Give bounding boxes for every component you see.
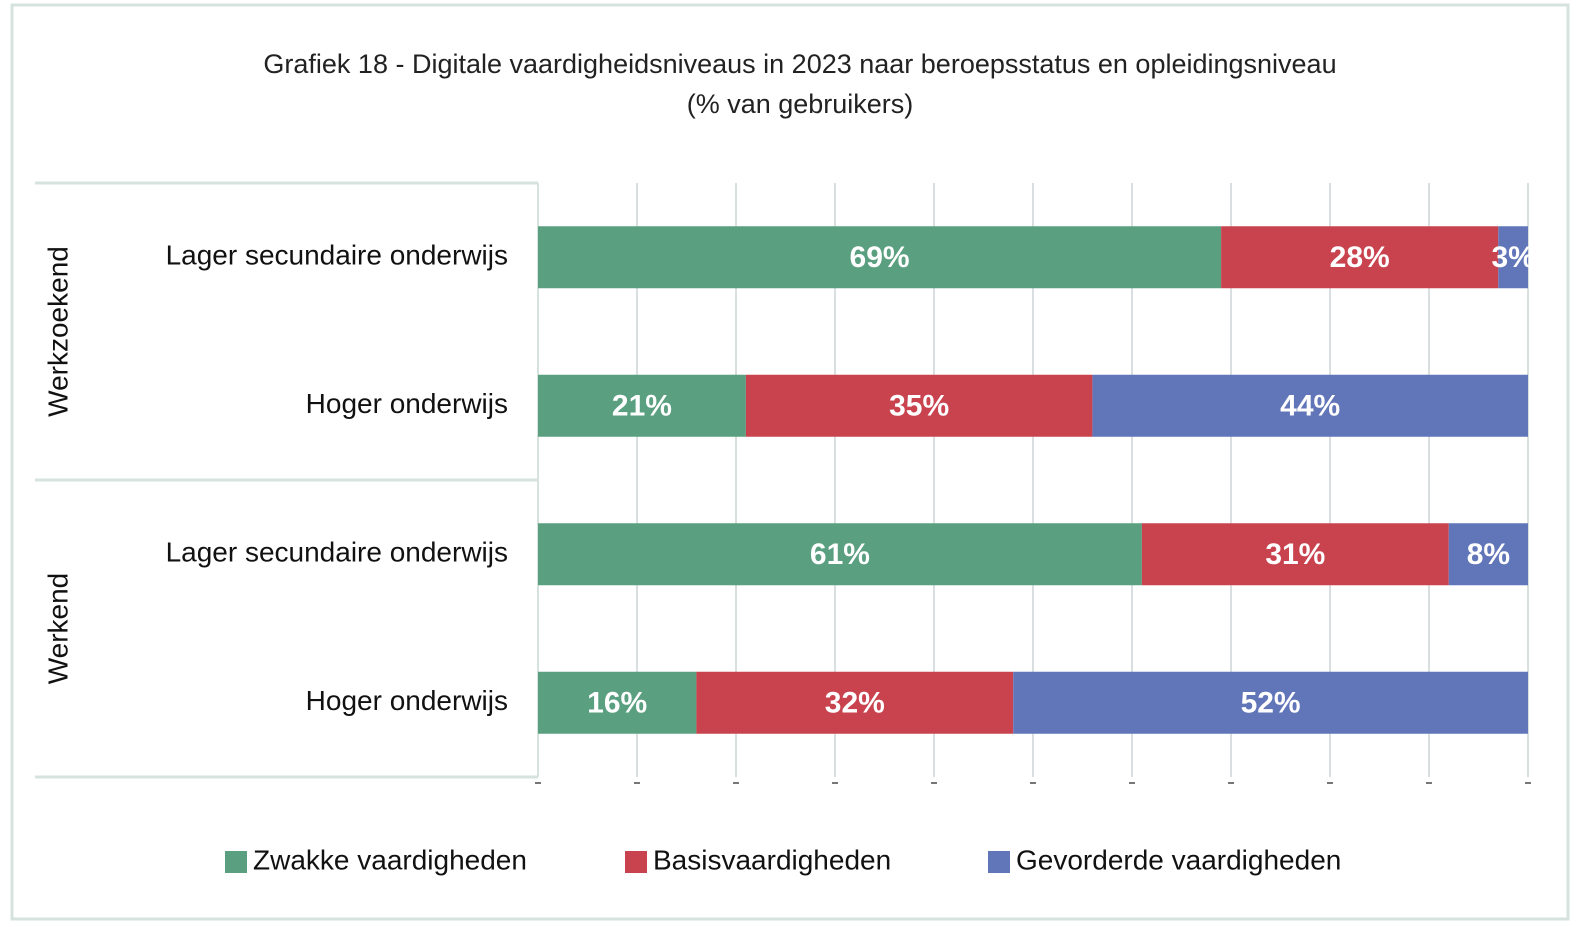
value-label: 32% xyxy=(825,687,885,720)
value-label: 52% xyxy=(1241,687,1301,720)
legend-label: Zwakke vaardigheden xyxy=(253,844,527,875)
bar-segment xyxy=(1221,226,1499,289)
value-label: 69% xyxy=(850,241,910,274)
value-label: 61% xyxy=(810,538,870,571)
bar-segment xyxy=(538,523,1142,586)
bar-segment xyxy=(538,671,697,734)
legend-swatch xyxy=(988,851,1010,873)
legend-label: Basisvaardigheden xyxy=(653,844,891,875)
value-label: 3% xyxy=(1491,241,1534,274)
y-tick-label: Hoger onderwijs xyxy=(306,685,508,716)
bar-segment xyxy=(1013,671,1528,734)
value-label: 31% xyxy=(1265,538,1325,571)
value-label: 16% xyxy=(587,687,647,720)
y-tick-label: Lager secundaire onderwijs xyxy=(166,537,508,568)
group-label: Werkend xyxy=(42,573,73,685)
bar-segment xyxy=(696,671,1014,734)
bar-segment xyxy=(538,374,746,437)
bar-segment xyxy=(745,374,1093,437)
value-label: 28% xyxy=(1330,241,1390,274)
chart-title: Grafiek 18 - Digitale vaardigheidsniveau… xyxy=(263,49,1337,119)
bar-segment xyxy=(1498,226,1528,289)
bar-segment xyxy=(1448,523,1528,586)
value-label: 44% xyxy=(1280,390,1340,423)
legend-label: Gevorderde vaardigheden xyxy=(1016,844,1341,875)
group-label: Werkzoekend xyxy=(42,246,73,417)
bar-segment xyxy=(538,226,1222,289)
y-tick-label: Hoger onderwijs xyxy=(306,388,508,419)
bar-segment xyxy=(1141,523,1449,586)
value-label: 21% xyxy=(612,390,672,423)
y-tick-label: Lager secundaire onderwijs xyxy=(166,240,508,271)
bar-segment xyxy=(1092,374,1528,437)
chart-frame xyxy=(10,3,1570,921)
legend-swatch xyxy=(225,851,247,873)
value-label: 35% xyxy=(889,390,949,423)
legend-swatch xyxy=(625,851,647,873)
value-label: 8% xyxy=(1467,538,1510,571)
